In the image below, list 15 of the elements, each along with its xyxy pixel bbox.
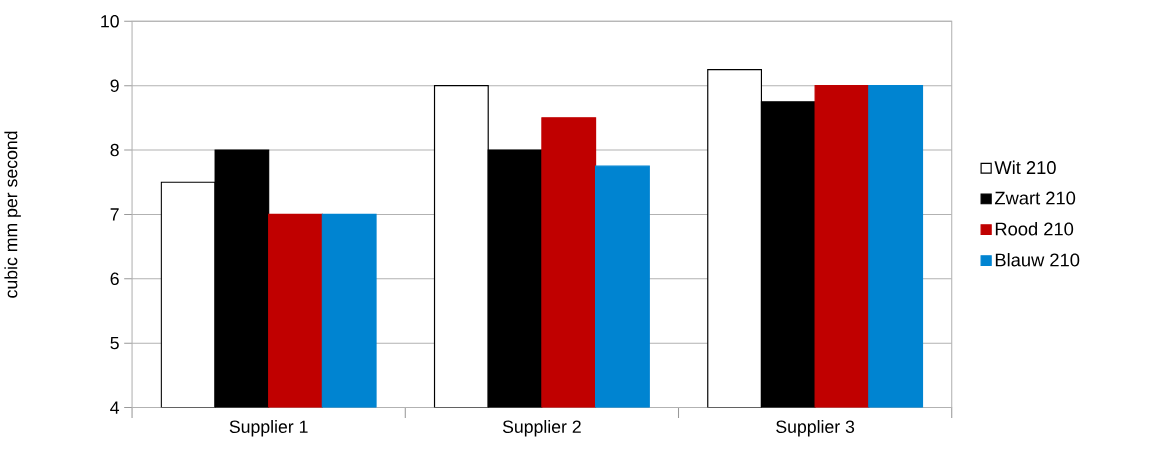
legend-label: Blauw 210 bbox=[995, 253, 1080, 267]
y-tick-label: 8 bbox=[110, 143, 119, 157]
x-tick-label: Supplier 2 bbox=[502, 420, 581, 437]
y-tick-label: 4 bbox=[110, 401, 120, 414]
y-tick-label: 7 bbox=[110, 208, 119, 221]
y-tick-label: 6 bbox=[110, 272, 119, 286]
x-tick-label: Supplier 1 bbox=[229, 420, 308, 437]
y-tick-label: 9 bbox=[110, 79, 119, 93]
legend-label: Rood 210 bbox=[995, 222, 1074, 236]
y-tick-label: 10 bbox=[101, 15, 119, 28]
x-tick-label: Supplier 3 bbox=[776, 420, 855, 437]
y-axis-title: cubic mm per second bbox=[4, 131, 21, 298]
legend-label: Wit 210 bbox=[994, 160, 1056, 175]
legend-label: Zwart 210 bbox=[994, 191, 1076, 205]
y-tick-label: 5 bbox=[110, 337, 119, 350]
